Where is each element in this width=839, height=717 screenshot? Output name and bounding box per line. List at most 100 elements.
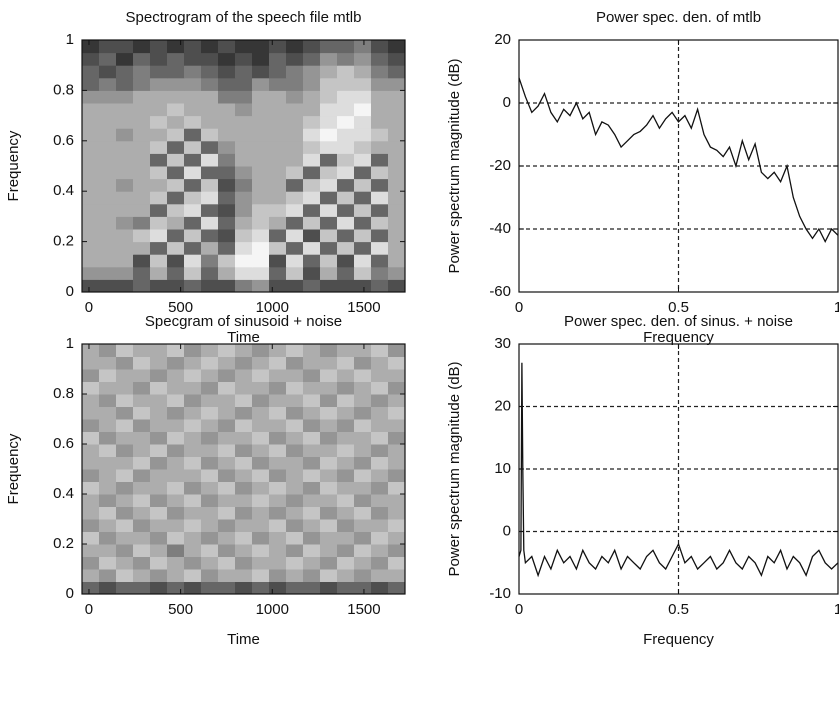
heatmap-cell <box>371 216 389 230</box>
heatmap-cell <box>82 381 100 395</box>
heatmap-cell <box>371 77 389 91</box>
heatmap-cell <box>269 581 287 595</box>
heatmap-cell <box>116 77 134 91</box>
heatmap-cell <box>235 444 253 457</box>
heatmap-cell <box>286 241 304 255</box>
heatmap-cell <box>235 356 253 370</box>
heatmap-cell <box>99 115 117 129</box>
heatmap-cell <box>150 140 168 154</box>
heatmap-cell <box>133 65 151 79</box>
heatmap-cell <box>133 254 151 268</box>
heatmap-cell <box>320 431 338 445</box>
heatmap-cell <box>303 581 321 595</box>
heatmap-cell <box>116 216 134 230</box>
heatmap-cell <box>116 65 134 79</box>
y-tick-label: 0.2 <box>53 233 74 250</box>
heatmap-cell <box>269 90 287 104</box>
heatmap-cell <box>99 556 117 570</box>
heatmap-cell <box>303 140 321 154</box>
heatmap-cell <box>337 40 355 54</box>
heatmap-cell <box>116 254 134 268</box>
heatmap-cell <box>320 456 338 470</box>
x-tick-label: 500 <box>168 299 193 316</box>
heatmap-cell <box>235 506 253 520</box>
heatmap-cell <box>133 456 151 470</box>
heatmap-cell <box>167 203 185 217</box>
heatmap-cell <box>252 569 270 582</box>
heatmap-cell <box>337 556 355 570</box>
heatmap-cell <box>252 279 270 293</box>
heatmap-cell <box>218 203 236 217</box>
heatmap-cell <box>184 356 202 370</box>
heatmap-cell <box>150 266 168 280</box>
heatmap-cell <box>167 444 185 457</box>
heatmap-cell <box>269 494 287 507</box>
heatmap-cell <box>201 481 219 495</box>
heatmap-cell <box>252 254 270 268</box>
heatmap-cell <box>116 531 134 545</box>
heatmap-cell <box>269 166 287 180</box>
heatmap-cell <box>354 153 372 167</box>
heatmap-cell <box>218 229 236 243</box>
heatmap-cell <box>235 216 253 230</box>
heatmap-cell <box>184 506 202 520</box>
heatmap-cell <box>82 494 100 507</box>
heatmap-cell <box>218 519 236 532</box>
x-tick-label: 0 <box>515 601 523 618</box>
heatmap-cell <box>337 569 355 582</box>
heatmap-cell <box>320 419 338 432</box>
heatmap-cell <box>286 506 304 520</box>
psd-line <box>518 362 839 578</box>
y-tick-label: -40 <box>489 220 511 237</box>
heatmap-cell <box>218 140 236 154</box>
y-tick-label: 0.2 <box>53 535 74 552</box>
heatmap-cell <box>371 115 389 129</box>
heatmap-cell <box>286 254 304 268</box>
subplot-title: Power spec. den. of sinus. + noise <box>564 313 793 330</box>
heatmap-cell <box>354 494 372 507</box>
heatmap-cell <box>150 469 168 482</box>
heatmap-cell <box>320 128 338 142</box>
heatmap-cell <box>82 178 100 192</box>
heatmap-cell <box>218 419 236 432</box>
heatmap-cell <box>184 128 202 142</box>
heatmap-cell <box>269 40 287 54</box>
heatmap-cell <box>150 166 168 180</box>
heatmap-cell <box>82 115 100 129</box>
heatmap-cell <box>218 581 236 595</box>
heatmap-cell <box>201 153 219 167</box>
heatmap-cell <box>82 254 100 268</box>
y-tick-label: 0.4 <box>53 182 74 199</box>
heatmap-cell <box>286 544 304 557</box>
heatmap-cell <box>354 431 372 445</box>
heatmap-cell <box>235 494 253 507</box>
heatmap-cell <box>184 203 202 217</box>
heatmap-cell <box>82 216 100 230</box>
heatmap-cell <box>320 178 338 192</box>
heatmap-cell <box>167 531 185 545</box>
heatmap-cell <box>133 569 151 582</box>
heatmap-cell <box>252 369 270 382</box>
heatmap-cell <box>388 494 406 507</box>
heatmap-cell <box>371 381 389 395</box>
heatmap-cell <box>320 52 338 66</box>
heatmap-cell <box>286 115 304 129</box>
y-tick-label: 1 <box>66 31 74 48</box>
heatmap-cell <box>388 481 406 495</box>
heatmap-cell <box>184 456 202 470</box>
heatmap-cell <box>371 103 389 117</box>
x-axis-label: Frequency <box>643 631 714 648</box>
heatmap-cell <box>116 444 134 457</box>
heatmap-cell <box>150 531 168 545</box>
heatmap-cell <box>252 128 270 142</box>
heatmap-cell <box>116 406 134 420</box>
heatmap-cell <box>167 544 185 557</box>
heatmap-cell <box>116 519 134 532</box>
heatmap-cell <box>184 394 202 407</box>
heatmap-cell <box>201 394 219 407</box>
heatmap-cell <box>371 431 389 445</box>
heatmap-cell <box>201 344 219 357</box>
heatmap-cell <box>99 140 117 154</box>
heatmap-cell <box>201 431 219 445</box>
heatmap-cell <box>116 419 134 432</box>
